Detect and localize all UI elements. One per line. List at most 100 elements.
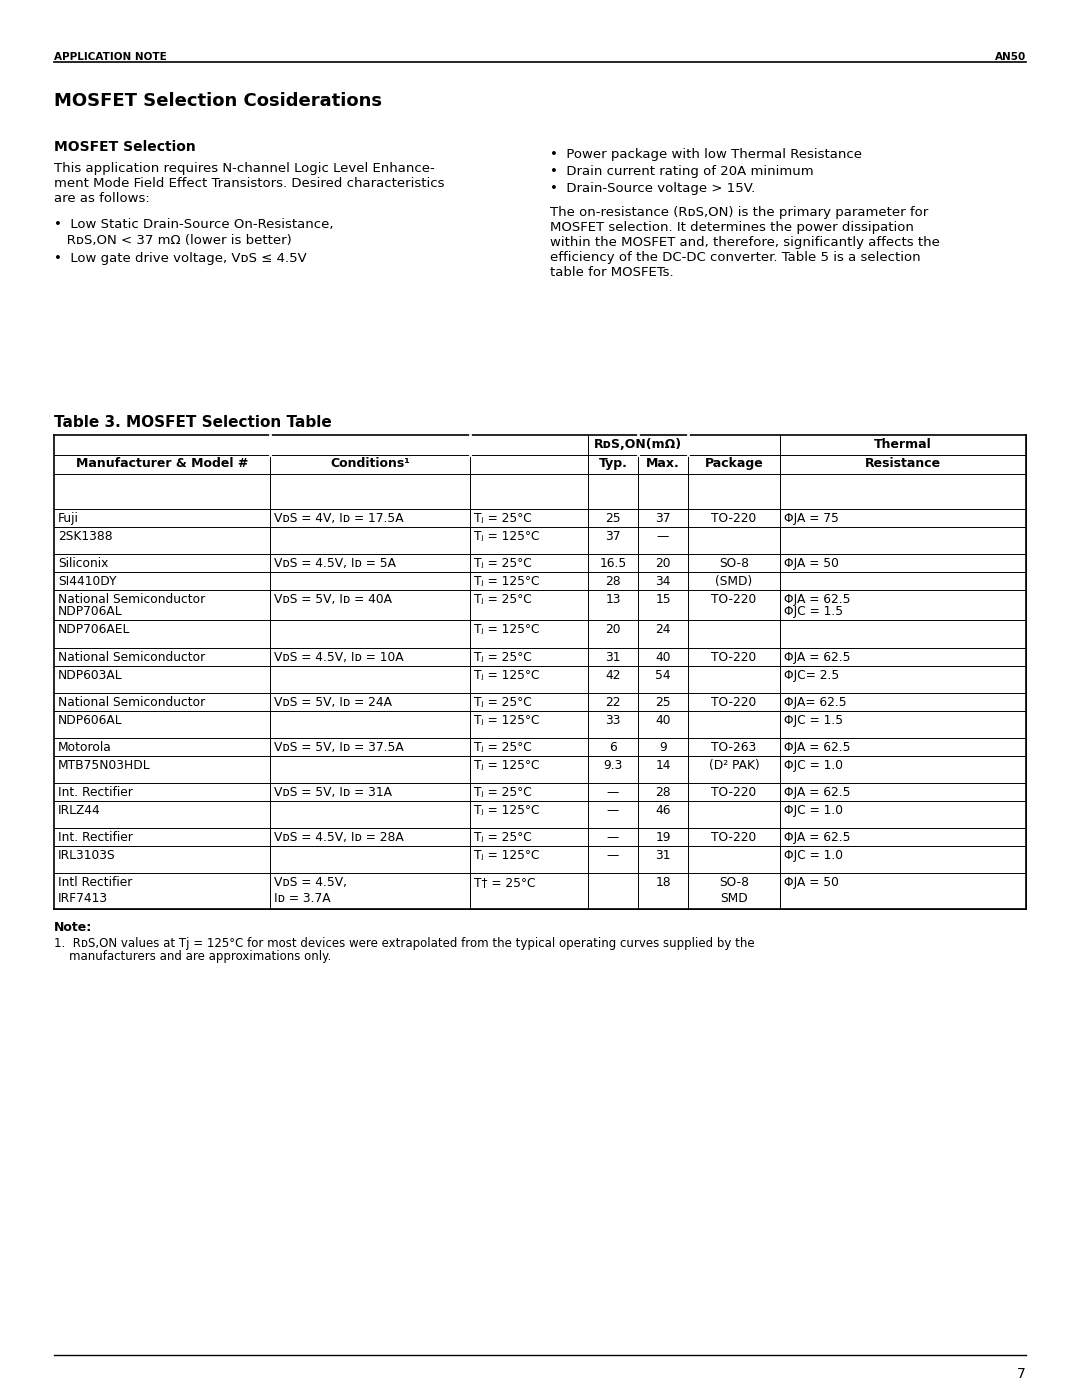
Text: Max.: Max.	[646, 457, 680, 469]
Text: 24: 24	[656, 623, 671, 636]
Text: 37: 37	[605, 529, 621, 543]
Text: Tⱼ = 125°C: Tⱼ = 125°C	[474, 576, 540, 588]
Text: SMD: SMD	[720, 893, 747, 905]
Text: 40: 40	[656, 651, 671, 664]
Text: TO-220: TO-220	[712, 831, 757, 844]
Text: 13: 13	[605, 592, 621, 606]
Text: Iᴅ = 3.7A: Iᴅ = 3.7A	[274, 893, 330, 905]
Text: 37: 37	[656, 511, 671, 525]
Text: •  Drain-Source voltage > 15V.: • Drain-Source voltage > 15V.	[550, 182, 755, 196]
Text: ΦJC = 1.5: ΦJC = 1.5	[784, 714, 843, 726]
Text: Thermal: Thermal	[874, 439, 932, 451]
Text: IRF7413: IRF7413	[58, 893, 108, 905]
Text: Tⱼ = 125°C: Tⱼ = 125°C	[474, 714, 540, 726]
Text: Tⱼ = 125°C: Tⱼ = 125°C	[474, 849, 540, 862]
Text: Motorola: Motorola	[58, 740, 111, 754]
Text: TO-220: TO-220	[712, 696, 757, 710]
Text: Tⱼ = 25°C: Tⱼ = 25°C	[474, 787, 531, 799]
Text: Tⱼ = 25°C: Tⱼ = 25°C	[474, 831, 531, 844]
Text: MOSFET Selection Cosiderations: MOSFET Selection Cosiderations	[54, 92, 382, 110]
Text: TO-220: TO-220	[712, 592, 757, 606]
Text: 28: 28	[605, 576, 621, 588]
Text: SO-8: SO-8	[719, 557, 750, 570]
Text: •  Low gate drive voltage, VᴅS ≤ 4.5V: • Low gate drive voltage, VᴅS ≤ 4.5V	[54, 251, 307, 265]
Text: TO-263: TO-263	[712, 740, 757, 754]
Text: ΦJA = 62.5: ΦJA = 62.5	[784, 831, 851, 844]
Text: VᴅS = 5V, Iᴅ = 24A: VᴅS = 5V, Iᴅ = 24A	[274, 696, 392, 710]
Text: ΦJC = 1.0: ΦJC = 1.0	[784, 805, 843, 817]
Text: VᴅS = 4V, Iᴅ = 17.5A: VᴅS = 4V, Iᴅ = 17.5A	[274, 511, 404, 525]
Text: Tⱼ = 25°C: Tⱼ = 25°C	[474, 592, 531, 606]
Text: 46: 46	[656, 805, 671, 817]
Text: 9.3: 9.3	[604, 759, 623, 773]
Text: IRL3103S: IRL3103S	[58, 849, 116, 862]
Text: —: —	[607, 831, 619, 844]
Text: ΦJA = 62.5: ΦJA = 62.5	[784, 592, 851, 606]
Text: VᴅS = 4.5V, Iᴅ = 5A: VᴅS = 4.5V, Iᴅ = 5A	[274, 557, 396, 570]
Text: 19: 19	[656, 831, 671, 844]
Text: AN50: AN50	[995, 52, 1026, 61]
Text: VᴅS = 5V, Iᴅ = 37.5A: VᴅS = 5V, Iᴅ = 37.5A	[274, 740, 404, 754]
Text: 33: 33	[605, 714, 621, 726]
Text: RᴅS,ON < 37 mΩ (lower is better): RᴅS,ON < 37 mΩ (lower is better)	[54, 235, 292, 247]
Text: 20: 20	[605, 623, 621, 636]
Text: Tⱼ = 125°C: Tⱼ = 125°C	[474, 623, 540, 636]
Text: ΦJA= 62.5: ΦJA= 62.5	[784, 696, 847, 710]
Text: Resistance: Resistance	[865, 457, 941, 469]
Text: •  Power package with low Thermal Resistance: • Power package with low Thermal Resista…	[550, 148, 862, 161]
Text: Note:: Note:	[54, 921, 92, 935]
Text: Int. Rectifier: Int. Rectifier	[58, 787, 133, 799]
Text: —: —	[607, 787, 619, 799]
Text: 2SK1388: 2SK1388	[58, 529, 112, 543]
Text: MTB75N03HDL: MTB75N03HDL	[58, 759, 150, 773]
Text: Tⱼ = 25°C: Tⱼ = 25°C	[474, 651, 531, 664]
Text: Table 3. MOSFET Selection Table: Table 3. MOSFET Selection Table	[54, 415, 332, 430]
Text: National Semiconductor: National Semiconductor	[58, 651, 205, 664]
Text: Typ.: Typ.	[598, 457, 627, 469]
Text: VᴅS = 4.5V, Iᴅ = 10A: VᴅS = 4.5V, Iᴅ = 10A	[274, 651, 404, 664]
Text: Manufacturer & Model #: Manufacturer & Model #	[76, 457, 248, 469]
Text: Tⱼ = 25°C: Tⱼ = 25°C	[474, 740, 531, 754]
Text: 18: 18	[656, 876, 671, 888]
Text: 14: 14	[656, 759, 671, 773]
Text: 31: 31	[605, 651, 621, 664]
Text: manufacturers and are approximations only.: manufacturers and are approximations onl…	[54, 950, 332, 963]
Text: SI4410DY: SI4410DY	[58, 576, 117, 588]
Text: National Semiconductor: National Semiconductor	[58, 696, 205, 710]
Text: 42: 42	[605, 669, 621, 682]
Text: 15: 15	[656, 592, 671, 606]
Text: VᴅS = 5V, Iᴅ = 31A: VᴅS = 5V, Iᴅ = 31A	[274, 787, 392, 799]
Text: SO-8: SO-8	[719, 876, 750, 888]
Text: 25: 25	[605, 511, 621, 525]
Text: •  Low Static Drain-Source On-Resistance,: • Low Static Drain-Source On-Resistance,	[54, 218, 334, 231]
Text: 9: 9	[659, 740, 666, 754]
Text: ΦJC = 1.0: ΦJC = 1.0	[784, 849, 843, 862]
Text: NDP706AL: NDP706AL	[58, 605, 123, 617]
Text: Conditions¹: Conditions¹	[330, 457, 410, 469]
Text: Siliconix: Siliconix	[58, 557, 108, 570]
Text: 34: 34	[656, 576, 671, 588]
Text: —: —	[657, 529, 670, 543]
Text: TO-220: TO-220	[712, 511, 757, 525]
Text: NDP706AEL: NDP706AEL	[58, 623, 131, 636]
Text: The on-resistance (RᴅS,ON) is the primary parameter for
MOSFET selection. It det: The on-resistance (RᴅS,ON) is the primar…	[550, 205, 940, 279]
Text: ΦJC = 1.0: ΦJC = 1.0	[784, 759, 843, 773]
Text: ΦJA = 62.5: ΦJA = 62.5	[784, 787, 851, 799]
Text: 25: 25	[656, 696, 671, 710]
Text: (SMD): (SMD)	[715, 576, 753, 588]
Text: Tⱼ = 125°C: Tⱼ = 125°C	[474, 669, 540, 682]
Text: 40: 40	[656, 714, 671, 726]
Text: Tⱼ = 25°C: Tⱼ = 25°C	[474, 557, 531, 570]
Text: Tⱼ = 125°C: Tⱼ = 125°C	[474, 805, 540, 817]
Text: Tⱼ = 25°C: Tⱼ = 25°C	[474, 511, 531, 525]
Text: 6: 6	[609, 740, 617, 754]
Text: TO-220: TO-220	[712, 787, 757, 799]
Text: Fuji: Fuji	[58, 511, 79, 525]
Text: 22: 22	[605, 696, 621, 710]
Text: VᴅS = 4.5V, Iᴅ = 28A: VᴅS = 4.5V, Iᴅ = 28A	[274, 831, 404, 844]
Text: ΦJA = 62.5: ΦJA = 62.5	[784, 740, 851, 754]
Text: Tⱼ = 25°C: Tⱼ = 25°C	[474, 696, 531, 710]
Text: 28: 28	[656, 787, 671, 799]
Text: T† = 25°C: T† = 25°C	[474, 876, 536, 888]
Text: ΦJA = 50: ΦJA = 50	[784, 557, 839, 570]
